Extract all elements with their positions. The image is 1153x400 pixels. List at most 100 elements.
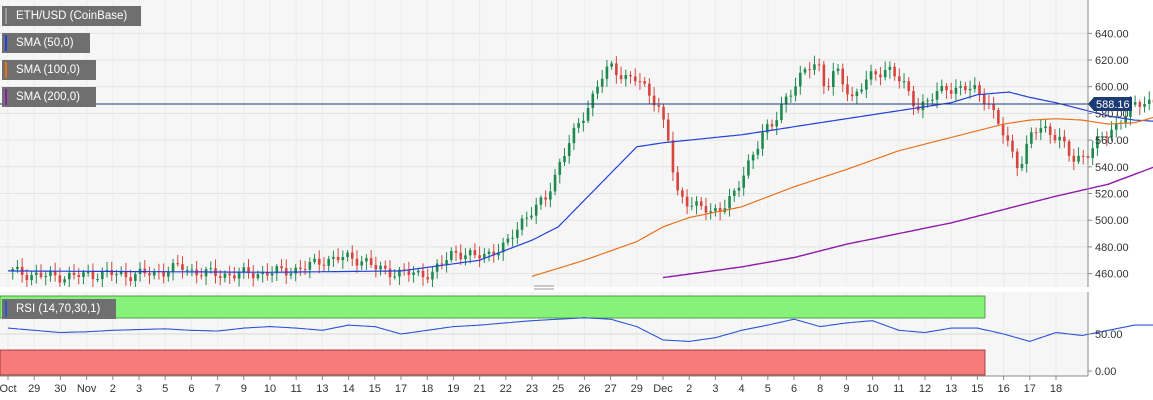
candle — [898, 68, 901, 89]
candle — [294, 264, 297, 282]
candle — [200, 268, 203, 280]
price-tick-label: 600.00 — [1095, 82, 1129, 94]
candle — [1105, 131, 1109, 147]
candle — [450, 247, 453, 263]
candle — [784, 93, 788, 113]
sma-200-legend-text: SMA (200,0) — [16, 91, 80, 103]
candle — [506, 233, 510, 246]
candle — [567, 134, 571, 164]
price-tick-label: 500.00 — [1095, 215, 1129, 227]
candle — [964, 81, 967, 95]
candle — [685, 189, 689, 215]
candle — [681, 187, 684, 204]
candle — [794, 77, 797, 102]
candle — [1133, 95, 1137, 108]
candle — [374, 256, 378, 278]
candle — [775, 111, 779, 136]
price-tick-label: 460.00 — [1095, 269, 1129, 281]
date-tick-label: 29 — [631, 383, 643, 395]
candle — [817, 58, 821, 72]
current-price-tag: 588.16 — [1088, 97, 1132, 111]
candle — [355, 250, 359, 273]
candle — [695, 196, 698, 215]
candle — [143, 259, 147, 277]
candle — [454, 245, 458, 262]
candle — [869, 64, 873, 86]
date-tick-label: 3 — [712, 383, 718, 395]
candle — [497, 243, 500, 260]
candle — [124, 262, 128, 286]
candle — [1048, 122, 1052, 144]
rsi-line — [7, 317, 1153, 342]
candle — [317, 250, 321, 274]
candle — [96, 273, 99, 283]
candle — [478, 246, 481, 268]
candle — [728, 188, 731, 217]
candle — [605, 59, 609, 87]
candle — [49, 266, 52, 282]
sma-50-legend[interactable]: SMA (50,0) — [2, 33, 90, 53]
candle — [619, 66, 623, 84]
candle — [732, 188, 736, 202]
candle — [827, 78, 830, 91]
date-tick-label: 19 — [447, 383, 459, 395]
candle — [473, 243, 477, 259]
current-price-label: 588.16 — [1096, 99, 1130, 111]
candle — [1081, 150, 1085, 165]
price-tick-label: 540.00 — [1095, 162, 1129, 174]
candle — [907, 77, 911, 96]
candle — [483, 247, 486, 264]
candle — [813, 55, 816, 76]
candle — [615, 56, 618, 84]
candle — [553, 168, 557, 196]
candle — [525, 211, 529, 227]
date-tick-label: 18 — [421, 383, 433, 395]
candle — [204, 266, 208, 286]
rsi-oversold-zone — [0, 349, 986, 376]
sma-200-legend[interactable]: SMA (200,0) — [2, 87, 96, 107]
price-tick-label: 580.00 — [1095, 108, 1129, 120]
candle — [949, 82, 953, 99]
date-axis: Oct 29 30 Nov 2 3 5 6 7 9 10 11 13 14 15 17 18 19 21 22 23 25… — [0, 375, 1088, 395]
candle — [709, 203, 712, 220]
candle — [945, 83, 948, 99]
candle — [1143, 96, 1146, 113]
candle — [501, 237, 505, 261]
candle — [761, 124, 764, 157]
candle — [652, 87, 656, 112]
date-tick-label: 11 — [893, 383, 904, 395]
main-pane-background — [0, 0, 1088, 287]
rsi-legend-text: RSI (14,70,30,1) — [16, 303, 101, 315]
pane-resize-handle[interactable] — [534, 285, 554, 290]
candle — [303, 260, 307, 275]
date-tick-label: 13 — [945, 383, 957, 395]
date-tick-label: 2 — [110, 383, 116, 395]
price-tick-label: 620.00 — [1095, 55, 1129, 67]
candle — [1001, 116, 1005, 144]
date-tick-label: 29 — [28, 383, 40, 395]
candle — [190, 264, 194, 277]
candle — [1067, 139, 1071, 162]
candle — [714, 204, 717, 217]
date-tick-label: 16 — [997, 383, 1009, 395]
candle — [1077, 147, 1080, 165]
candle — [596, 80, 599, 100]
rsi-legend[interactable]: RSI (14,70,30,1) — [2, 299, 116, 319]
candle — [1044, 118, 1047, 133]
date-tick-label: 22 — [500, 383, 512, 395]
date-tick-label: Nov — [77, 383, 97, 395]
candle — [63, 276, 66, 286]
candle — [648, 78, 651, 104]
candle — [850, 86, 854, 102]
candle — [176, 254, 180, 267]
candle — [563, 148, 566, 166]
candle — [1020, 156, 1024, 172]
date-tick-label: 30 — [54, 383, 66, 395]
sma-100-legend[interactable]: SMA (100,0) — [2, 60, 96, 80]
rsi-tick-label: 0.00 — [1095, 366, 1116, 378]
candle — [383, 260, 387, 275]
candle — [327, 255, 330, 273]
candle — [398, 266, 401, 286]
symbol-label[interactable]: ETH/USD (CoinBase) — [2, 6, 141, 26]
candle — [68, 266, 71, 287]
